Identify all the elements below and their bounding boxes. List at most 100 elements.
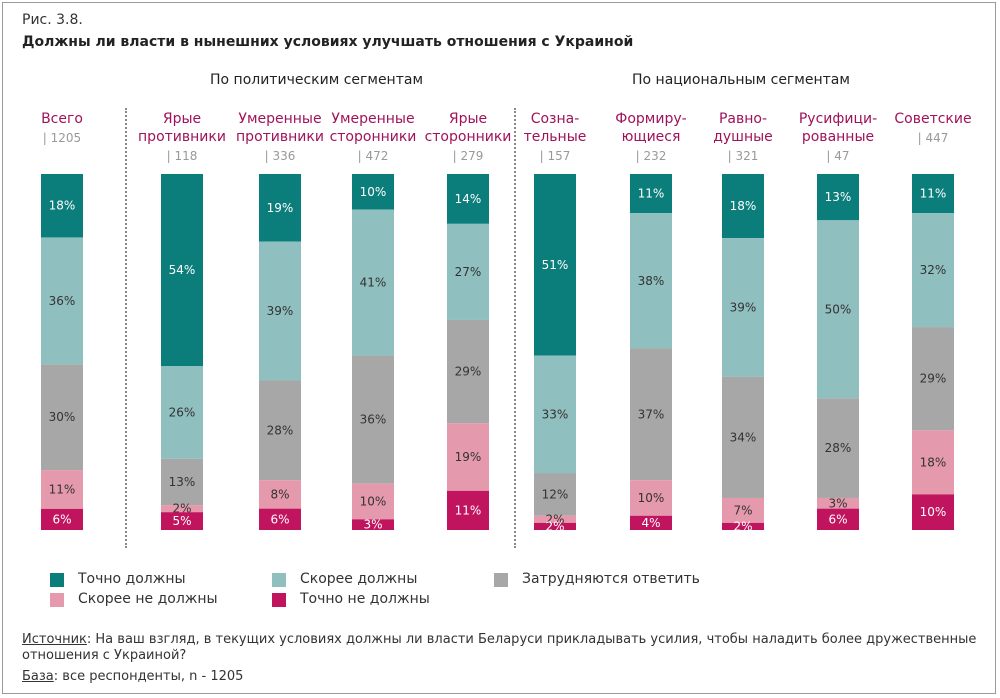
bar-segment bbox=[41, 508, 83, 530]
bar-segment bbox=[722, 522, 764, 530]
bar-segment bbox=[912, 327, 954, 431]
data-label: 10% bbox=[360, 185, 387, 199]
sample-size-label: | 232 bbox=[636, 149, 667, 163]
data-label: 26% bbox=[169, 406, 196, 420]
bar-segment bbox=[41, 174, 83, 238]
data-label: 18% bbox=[920, 455, 947, 469]
data-label: 14% bbox=[455, 192, 482, 206]
data-label: 4% bbox=[641, 516, 660, 530]
legend-swatch bbox=[272, 593, 286, 607]
base-note: База: все респонденты, n - 1205 bbox=[22, 669, 243, 685]
sample-size-label: | 279 bbox=[453, 149, 484, 163]
category-label: ющиеся bbox=[622, 129, 681, 145]
source-text-line2: отношения с Украиной? bbox=[22, 648, 187, 663]
category-label: противники bbox=[236, 129, 324, 145]
category-label: Формиру- bbox=[615, 111, 686, 127]
data-label: 29% bbox=[920, 372, 947, 386]
data-label: 10% bbox=[638, 491, 665, 505]
data-label: 3% bbox=[363, 518, 382, 532]
data-label: 6% bbox=[52, 512, 71, 526]
bar-segment bbox=[534, 174, 576, 356]
sample-size-label: | 336 bbox=[265, 149, 296, 163]
stacked-bar-chart: Всего | 1205 18% 36% 30% 11% 6% Ярые противники |… bbox=[41, 111, 972, 533]
data-label: 5% bbox=[172, 514, 191, 528]
data-label: 50% bbox=[825, 302, 852, 316]
data-label: 29% bbox=[455, 365, 482, 379]
data-label: 12% bbox=[542, 487, 569, 501]
data-label: 8% bbox=[270, 487, 289, 501]
legend-swatch bbox=[494, 573, 508, 587]
bar-segment bbox=[352, 519, 394, 530]
bar-segment bbox=[817, 508, 859, 530]
bar-segment bbox=[352, 483, 394, 520]
legend-label: Точно должны bbox=[78, 571, 186, 587]
bar-segment bbox=[817, 497, 859, 509]
base-text: : все респонденты, n - 1205 bbox=[53, 669, 244, 684]
bar-segment bbox=[161, 458, 203, 506]
data-label: 39% bbox=[730, 301, 757, 315]
data-label: 33% bbox=[542, 407, 569, 421]
bar-segment bbox=[630, 174, 672, 214]
bar-segment bbox=[352, 209, 394, 356]
base-label: База bbox=[22, 669, 54, 684]
data-label: 6% bbox=[828, 512, 847, 526]
data-label: 18% bbox=[49, 199, 76, 213]
divider-middle bbox=[514, 108, 516, 548]
bar-segment bbox=[41, 470, 83, 509]
bar-segment bbox=[722, 238, 764, 377]
sample-size-label: | 118 bbox=[167, 149, 198, 163]
category-label: душные bbox=[713, 129, 773, 145]
category-label: Умеренные bbox=[331, 111, 414, 127]
category-label: рованные bbox=[802, 129, 874, 145]
bar-segment bbox=[817, 220, 859, 399]
sample-size-label: | 472 bbox=[358, 149, 389, 163]
bar-segment bbox=[534, 473, 576, 516]
bar-segment bbox=[259, 508, 301, 530]
category-label: сторонники bbox=[330, 129, 417, 145]
source-note: Источник: На ваш взгляд, в текущих услов… bbox=[22, 632, 976, 664]
bar-segment bbox=[817, 398, 859, 498]
data-label: 3% bbox=[828, 496, 847, 510]
sample-size-label: | 321 bbox=[728, 149, 759, 163]
data-label: 2% bbox=[733, 519, 752, 533]
category-label: тельные bbox=[524, 129, 587, 145]
bar-segment bbox=[630, 213, 672, 349]
legend-label: Затрудняются ответить bbox=[522, 571, 700, 587]
data-label: 19% bbox=[267, 201, 294, 215]
sample-size-label: | 47 bbox=[826, 149, 849, 163]
data-label: 13% bbox=[169, 475, 196, 489]
bar-segment bbox=[912, 494, 954, 530]
data-label: 36% bbox=[360, 413, 387, 427]
legend-swatch bbox=[50, 573, 64, 587]
legend-item-tochno-dolzhny: Точно должны bbox=[50, 571, 250, 589]
data-label: 37% bbox=[638, 407, 665, 421]
bar-segment bbox=[259, 480, 301, 509]
bar-segment bbox=[534, 355, 576, 474]
data-label: 11% bbox=[49, 482, 76, 496]
category-label: противники bbox=[138, 129, 226, 145]
bar-segment bbox=[447, 174, 489, 224]
bar-segment bbox=[722, 174, 764, 239]
bar-segment bbox=[722, 497, 764, 523]
category-label: Равно- bbox=[719, 111, 767, 127]
legend-label: Скорее не должны bbox=[78, 591, 218, 607]
data-label: 27% bbox=[455, 265, 482, 279]
bar-segment bbox=[912, 213, 954, 328]
bar-segment bbox=[912, 430, 954, 495]
legend-item-skoree-dolzhny: Скорее должны bbox=[272, 571, 472, 589]
data-label: 28% bbox=[267, 423, 294, 437]
data-label: 39% bbox=[267, 304, 294, 318]
legend-swatch bbox=[50, 593, 64, 607]
bar-segment bbox=[161, 505, 203, 513]
bar-segment bbox=[447, 223, 489, 320]
bar-segment bbox=[447, 319, 489, 424]
category-label: Советские bbox=[894, 111, 971, 127]
data-label: 28% bbox=[825, 441, 852, 455]
data-label: 11% bbox=[455, 503, 482, 517]
data-label: 2% bbox=[545, 519, 564, 533]
divider-left bbox=[125, 108, 127, 548]
bar-segment bbox=[41, 364, 83, 471]
data-label: 2% bbox=[545, 512, 564, 526]
legend-item-skoree-ne-dolzhny: Скорее не должны bbox=[50, 591, 250, 609]
